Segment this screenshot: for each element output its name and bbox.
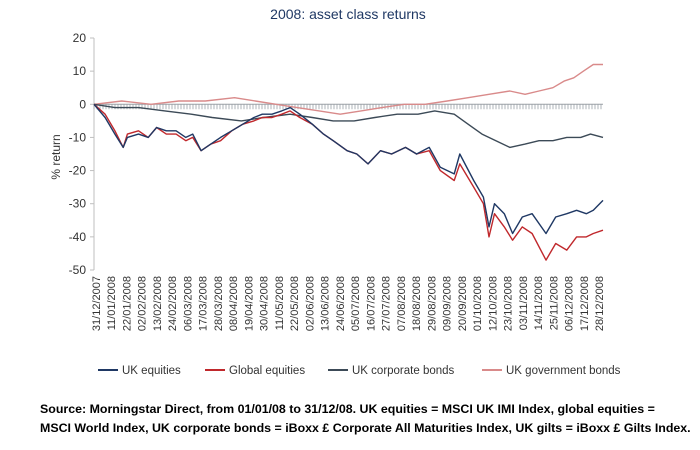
x-tick-label: 07/08/2008 <box>396 276 408 331</box>
x-tick-label: 28/03/2008 <box>213 276 225 331</box>
x-tick-label: 11/05/2008 <box>274 276 286 330</box>
x-tick-label: 03/11/2008 <box>518 276 530 330</box>
x-tick-label: 28/12/2008 <box>594 276 606 331</box>
x-tick-label: 18/08/2008 <box>411 276 423 331</box>
x-tick-label: 23/10/2008 <box>503 276 515 331</box>
y-tick-label: 10 <box>73 64 87 78</box>
y-tick-label: -40 <box>69 230 87 244</box>
x-tick-label: 09/09/2008 <box>442 276 454 331</box>
x-tick-label: 17/03/2008 <box>198 276 210 331</box>
x-tick-label: 19/04/2008 <box>243 276 255 331</box>
x-tick-label: 17/12/2008 <box>579 276 591 331</box>
y-tick-label: 20 <box>73 31 87 45</box>
chart: 2008: asset class returns % return 20 10 0… <box>49 6 621 377</box>
x-tick-label: 24/06/2008 <box>335 276 347 331</box>
series-line-uk-corporate-bonds <box>93 103 604 149</box>
x-tick-label: 06/03/2008 <box>182 276 194 331</box>
y-axis-label: % return <box>49 134 63 179</box>
caption-line-1: Source: Morningstar Direct, from 01/01/0… <box>40 402 655 416</box>
x-tick-label: 30/04/2008 <box>259 276 271 331</box>
x-tick-label: 02/02/2008 <box>137 276 149 331</box>
x-tick-label: 14/11/2008 <box>533 276 545 330</box>
x-tick-label: 08/04/2008 <box>228 276 240 331</box>
y-tick-label: -50 <box>69 263 87 277</box>
x-tick-label: 24/02/2008 <box>167 276 179 331</box>
legend-label: UK government bonds <box>506 365 621 377</box>
x-tick-label: 06/12/2008 <box>564 276 576 331</box>
x-tick-label: 13/02/2008 <box>152 276 164 331</box>
x-tick-label: 25/11/2008 <box>548 276 560 330</box>
x-tick-label: 29/08/2008 <box>426 276 438 331</box>
x-tick-label: 16/07/2008 <box>365 276 377 331</box>
legend-label: UK corporate bonds <box>352 365 455 377</box>
x-tick-label: 20/09/2008 <box>457 276 469 331</box>
x-tick-label: 22/01/2008 <box>121 276 133 331</box>
x-tick-label: 01/10/2008 <box>472 276 484 331</box>
x-tick-label: 22/05/2008 <box>289 276 301 331</box>
legend-label: Global equities <box>229 365 305 377</box>
series-line-uk-government-bonds <box>93 63 603 115</box>
x-tick-label: 05/07/2008 <box>350 276 362 331</box>
series-line-uk-equities <box>93 103 604 235</box>
x-tick-label: 27/07/2008 <box>381 276 393 331</box>
x-tick-label: 12/10/2008 <box>487 276 499 331</box>
caption-line-2: MSCI World Index, UK corporate bonds = i… <box>40 421 691 435</box>
source-caption: Source: Morningstar Direct, from 01/01/0… <box>40 400 691 438</box>
chart-title: 2008: asset class returns <box>270 6 426 22</box>
legend-label: UK equities <box>122 365 181 377</box>
x-tick-label: 02/06/2008 <box>304 276 316 331</box>
x-tick-label: 11/01/2008 <box>106 276 118 330</box>
y-tick-label: -20 <box>69 164 87 178</box>
series-line-global-equities <box>93 103 604 261</box>
x-tick-label: 13/06/2008 <box>320 276 332 331</box>
x-tick-label: 31/12/2007 <box>91 276 103 331</box>
y-tick-label: -10 <box>69 130 87 144</box>
y-tick-label: -30 <box>69 197 87 211</box>
y-tick-label: 0 <box>79 97 86 111</box>
